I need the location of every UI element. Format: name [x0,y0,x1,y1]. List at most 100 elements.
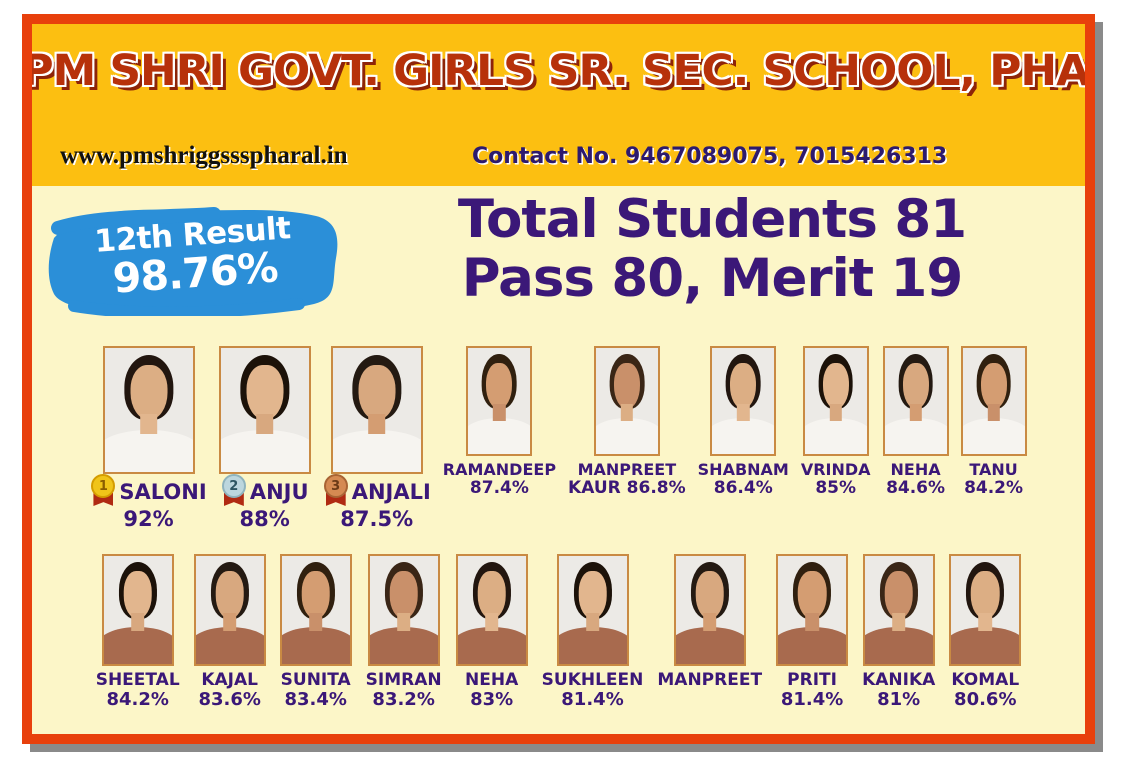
student-percentage: 81.4% [561,689,624,711]
student-card: VRINDA 85% [801,346,871,498]
student-photo [367,554,440,666]
toppers-row: 1 SALONI 92% 2 ANJU 88% 3 ANJALI 87.5% RAMANDEEP 8… [32,346,1085,546]
student-photo [101,554,174,666]
student-photo [279,554,352,666]
student-card: PRITI 81.4% [776,554,849,711]
header-band: PM SHRI GOVT. GIRLS SR. SEC. SCHOOL, PHA… [32,24,1085,186]
student-name-row: KAJAL [201,666,258,690]
student-name-row: SHEETAL [96,666,180,690]
student-name-row: SUKHLEEN [542,666,644,690]
student-name-row: TANU [969,456,1017,479]
student-photo [710,346,777,456]
student-name: NEHA [465,670,519,690]
student-name: SHABNAM [697,460,789,479]
student-name: RAMANDEEP [442,460,557,479]
result-value: 98.76% [111,243,279,303]
student-name: TANU [969,460,1018,479]
student-card: 2 ANJU 88% [218,346,311,532]
result-percentage-badge: 12th Result 98.76% [44,198,344,316]
contact-number: Contact No. 9467089075, 7015426313 [472,144,948,169]
student-card: RAMANDEEP 87.4% [443,346,556,498]
student-percentage: 83.2% [372,689,435,711]
student-photo [673,554,746,666]
school-title: PM SHRI GOVT. GIRLS SR. SEC. SCHOOL, PHA… [32,46,1085,96]
student-name-row: NEHA [465,666,518,690]
student-percentage: 80.6% [954,689,1017,711]
merit-row: SHEETAL 84.2% KAJAL 83.6% SUNITA 83.4% SIMRAN 8… [32,554,1085,734]
student-card: MANPREET [657,554,762,690]
student-card: SIMRAN 83.2% [366,554,442,710]
student-photo [949,554,1022,666]
student-card: SUNITA 83.4% [279,554,352,711]
student-percentage: 81% [877,689,921,711]
gold-medal-icon: 1 [90,474,116,508]
student-card: KANIKA 81% [862,554,935,710]
student-percentage: 83% [470,689,514,711]
student-name: VRINDA [800,460,871,479]
student-photo [960,346,1027,456]
student-percentage: 83.4% [284,689,347,711]
school-website[interactable]: www.pmshriggssspharal.in [60,142,348,169]
student-percentage: 92% [123,507,174,531]
student-percentage: 84.2% [106,689,169,711]
silver-medal-icon: 2 [221,474,247,508]
student-name: SIMRAN [365,670,442,690]
student-photo [882,346,949,456]
student-card: KAJAL 83.6% [193,554,266,711]
student-percentage: KAUR 86.8% [568,477,686,498]
student-card: KOMAL 80.6% [949,554,1022,711]
student-photo [862,554,935,666]
student-photo [330,346,423,474]
result-poster: PM SHRI GOVT. GIRLS SR. SEC. SCHOOL, PHA… [22,14,1095,744]
student-photo [455,554,528,666]
student-photo [218,346,311,474]
student-photo [802,346,869,456]
student-name: MANPREET [577,460,677,479]
student-name-row: 1 SALONI [90,474,207,508]
student-name-row: 2 ANJU [221,474,309,508]
student-name-row: 3 ANJALI [323,474,431,508]
bronze-medal-icon: 3 [323,474,349,508]
banner-row: 12th Result 98.76% Total Students 81 Pas… [32,186,1085,346]
student-name: KOMAL [951,670,1020,690]
student-percentage: 84.2% [964,477,1024,498]
student-name-row: MANPREET [657,666,762,690]
student-card: SUKHLEEN 81.4% [542,554,644,711]
stats-block: Total Students 81 Pass 80, Merit 19 [362,190,1062,309]
student-card: TANU 84.2% [960,346,1027,498]
student-percentage: 87.4% [469,477,529,498]
student-card: NEHA 84.6% [882,346,949,498]
student-name: ANJALI [351,480,431,505]
student-name-row: PRITI [787,666,837,690]
student-name: ANJU [249,480,309,505]
total-students-line: Total Students 81 [457,189,967,250]
student-name: SUNITA [280,670,351,690]
student-card: 3 ANJALI 87.5% [323,346,431,532]
student-name-row: SHABNAM [698,456,789,479]
student-percentage: 87.5% [340,507,414,531]
student-name: PRITI [787,670,837,690]
student-percentage: 83.6% [198,689,261,711]
student-card: SHEETAL 84.2% [96,554,180,710]
student-photo [466,346,533,456]
student-name-row: VRINDA [801,456,871,479]
student-card: SHABNAM 86.4% [698,346,789,498]
student-photo [102,346,195,474]
student-name-row: KOMAL [951,666,1019,690]
student-name-row: MANPREET [578,456,677,479]
student-name-row: SIMRAN [366,666,442,690]
student-card: NEHA 83% [455,554,528,711]
student-name-row: NEHA [891,456,941,479]
student-percentage: 81.4% [780,689,844,711]
student-percentage: 84.6% [886,477,946,498]
student-photo [776,554,849,666]
student-name: SUKHLEEN [541,670,644,690]
student-photo [593,346,660,456]
student-percentage: 86.4% [713,477,773,498]
brush-stroke-shape [48,207,338,316]
student-photo [193,554,266,666]
student-name-row: KANIKA [862,666,935,690]
student-card: 1 SALONI 92% [90,346,207,532]
student-name: NEHA [890,460,941,479]
student-percentage: 88% [239,507,290,531]
